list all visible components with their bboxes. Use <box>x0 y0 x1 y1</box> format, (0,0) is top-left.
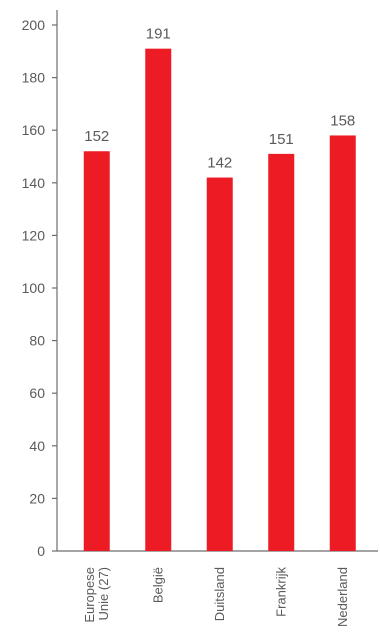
category-labels: EuropeseUnie (27) België Duitsland Frankrij… <box>82 567 350 627</box>
bar <box>145 48 172 552</box>
y-tick-label: 100 <box>22 280 46 296</box>
y-tick-label: 160 <box>22 122 46 138</box>
bar <box>206 177 233 552</box>
category-label-line: Nederland <box>335 567 350 627</box>
y-axis-ticks: 0 20 40 60 80 100 120 140 160 180 200 <box>22 17 57 559</box>
bar <box>329 135 356 551</box>
data-label: 158 <box>330 112 355 129</box>
category-label-line: België <box>150 567 165 603</box>
category-label: Frankrijk <box>273 567 288 617</box>
y-tick-label: 120 <box>22 227 46 243</box>
y-tick-label: 180 <box>22 70 46 86</box>
y-tick-label: 0 <box>37 543 45 559</box>
category-label: Duitsland <box>212 567 227 621</box>
y-tick-label: 60 <box>29 385 45 401</box>
data-label: 151 <box>269 131 294 148</box>
data-labels: 152 191 142 151 158 <box>84 26 355 172</box>
bars <box>83 48 356 552</box>
bar <box>83 151 110 552</box>
y-tick-label: 200 <box>22 17 46 33</box>
data-label: 191 <box>146 26 171 43</box>
category-label: België <box>150 567 165 603</box>
bar <box>268 153 295 551</box>
y-tick-label: 20 <box>29 490 45 506</box>
y-tick-label: 80 <box>29 333 45 349</box>
category-label: Nederland <box>335 567 350 627</box>
data-label: 142 <box>207 155 232 172</box>
category-label-line: Europese <box>82 567 97 623</box>
category-label-line: Duitsland <box>212 567 227 621</box>
data-label: 152 <box>84 128 109 145</box>
y-tick-label: 140 <box>22 175 46 191</box>
y-tick-label: 40 <box>29 438 45 454</box>
category-label-line: Frankrijk <box>273 567 288 617</box>
category-label: EuropeseUnie (27) <box>82 567 111 623</box>
category-label-line: Unie (27) <box>96 567 111 620</box>
